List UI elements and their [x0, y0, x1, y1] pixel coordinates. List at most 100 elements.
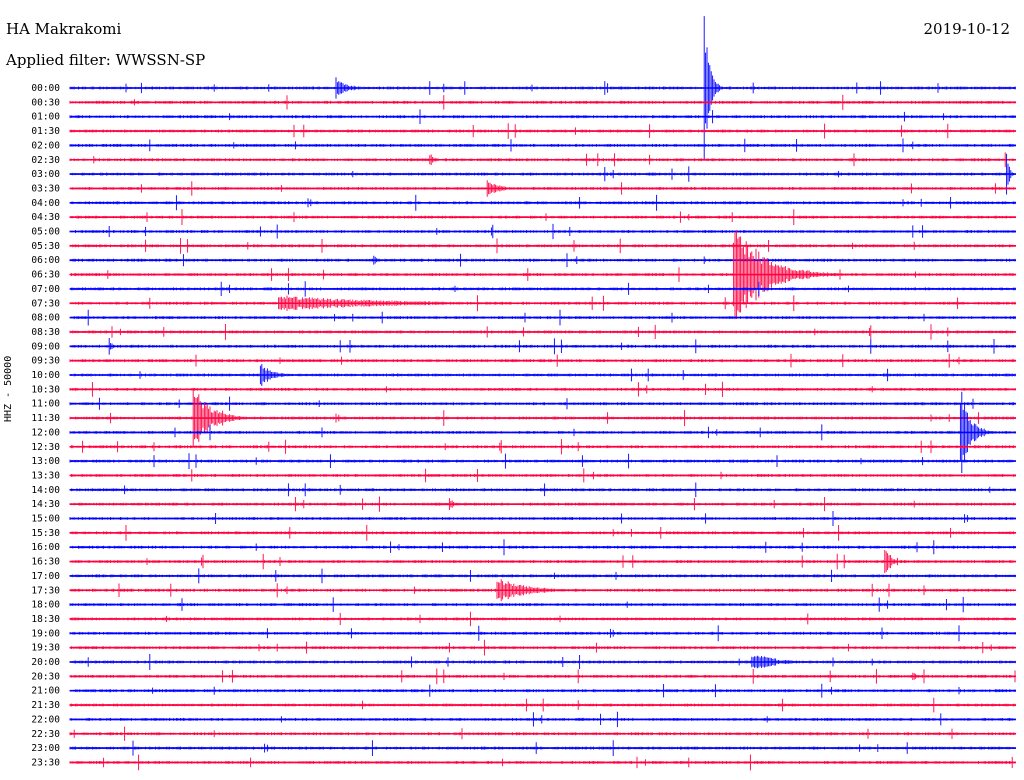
station-title: HA Makrakomi [6, 20, 122, 38]
row-tick-label: 13:00 [31, 456, 60, 467]
row-tick-label: 21:30 [31, 700, 60, 711]
row-tick-label: 05:00 [31, 227, 60, 238]
trace-line [69, 726, 1016, 741]
trace-line [69, 511, 1016, 526]
row-tick-label: 03:00 [31, 169, 60, 180]
row-tick-label: 11:30 [31, 413, 60, 424]
row-tick-label: 22:00 [31, 714, 60, 725]
row-tick-label: 03:30 [31, 183, 60, 194]
trace-line [69, 550, 1016, 574]
trace-line [69, 568, 1016, 584]
trace-line [69, 309, 1016, 326]
row-tick-label: 00:30 [31, 97, 60, 108]
row-tick-label: 20:00 [31, 657, 60, 668]
row-tick-label: 13:30 [31, 470, 60, 481]
row-tick-label: 09:30 [31, 356, 60, 367]
trace-line [69, 138, 1016, 153]
trace-line [69, 654, 1016, 670]
row-tick-label: 23:30 [31, 757, 60, 768]
trace-line [69, 468, 1016, 483]
row-tick-label: 17:00 [31, 571, 60, 582]
row-tick-label: 04:00 [31, 198, 60, 209]
trace-line [69, 153, 1016, 195]
trace-line [69, 611, 1016, 627]
trace-line [69, 364, 1016, 386]
row-tick-label: 00:00 [31, 83, 60, 94]
filter-label: Applied filter: WWSSN-SP [6, 51, 206, 69]
row-tick-label: 06:30 [31, 270, 60, 281]
trace-line [69, 152, 1016, 168]
row-tick-label: 04:30 [31, 212, 60, 223]
row-tick-label: 17:30 [31, 585, 60, 596]
row-tick-label: 07:30 [31, 298, 60, 309]
trace-line [69, 238, 1016, 254]
trace-line [69, 391, 1016, 473]
trace-line [69, 230, 1016, 319]
row-tick-label: 14:30 [31, 499, 60, 510]
trace-line [69, 353, 1016, 368]
row-tick-label: 01:00 [31, 112, 60, 123]
trace-line [69, 389, 1016, 447]
trace-line [69, 295, 1016, 312]
trace-line [69, 338, 1016, 355]
row-tick-label: 14:00 [31, 485, 60, 496]
row-tick-label: 15:30 [31, 528, 60, 539]
trace-line [69, 496, 1016, 512]
row-tick-label: 02:00 [31, 140, 60, 151]
row-tick-label: 02:30 [31, 155, 60, 166]
trace-line [69, 524, 1016, 541]
trace-line [69, 396, 1016, 411]
trace-line [69, 381, 1016, 397]
row-tick-label: 10:30 [31, 384, 60, 395]
trace-line [69, 740, 1016, 756]
date-label: 2019-10-12 [923, 20, 1010, 38]
row-tick-label: 22:30 [31, 729, 60, 740]
trace-line [69, 668, 1016, 685]
row-tick-label: 23:00 [31, 743, 60, 754]
trace-line [69, 281, 1016, 297]
trace-line [69, 223, 1016, 240]
trace-line [69, 683, 1016, 698]
trace-line [69, 697, 1016, 713]
row-tick-label: 11:00 [31, 399, 60, 410]
trace-line [69, 209, 1016, 226]
trace-line [69, 194, 1016, 211]
trace-line [69, 754, 1016, 771]
trace-line [69, 253, 1016, 268]
trace-line [69, 324, 1016, 340]
row-tick-label: 06:00 [31, 255, 60, 266]
trace-line [69, 711, 1016, 728]
row-tick-label: 05:30 [31, 241, 60, 252]
row-tick-label: 12:30 [31, 442, 60, 453]
row-tick-label: 07:00 [31, 284, 60, 295]
row-tick-label: 09:00 [31, 341, 60, 352]
row-tick-label: 12:00 [31, 427, 60, 438]
trace-line [69, 123, 1016, 139]
row-tick-label: 21:00 [31, 686, 60, 697]
row-tick-label: 19:00 [31, 628, 60, 639]
trace-line [69, 482, 1016, 498]
trace-line [69, 453, 1016, 469]
trace-line [69, 180, 1016, 197]
trace-line [69, 94, 1016, 110]
trace-line [69, 539, 1016, 556]
trace-line [69, 439, 1016, 455]
row-tick-label: 16:00 [31, 542, 60, 553]
row-tick-label: 18:30 [31, 614, 60, 625]
row-tick-label: 19:30 [31, 643, 60, 654]
trace-line [69, 625, 1016, 642]
row-tick-label: 16:30 [31, 557, 60, 568]
row-tick-label: 08:00 [31, 313, 60, 324]
trace-line [69, 639, 1016, 656]
row-tick-label: 15:00 [31, 514, 60, 525]
row-tick-label: 08:30 [31, 327, 60, 338]
trace-line [69, 16, 1016, 160]
row-tick-label: 20:30 [31, 671, 60, 682]
row-tick-label: 01:30 [31, 126, 60, 137]
row-tick-label: 10:00 [31, 370, 60, 381]
trace-line [69, 109, 1016, 124]
trace-line [69, 596, 1016, 613]
trace-line [69, 579, 1016, 602]
row-tick-label: 18:00 [31, 600, 60, 611]
